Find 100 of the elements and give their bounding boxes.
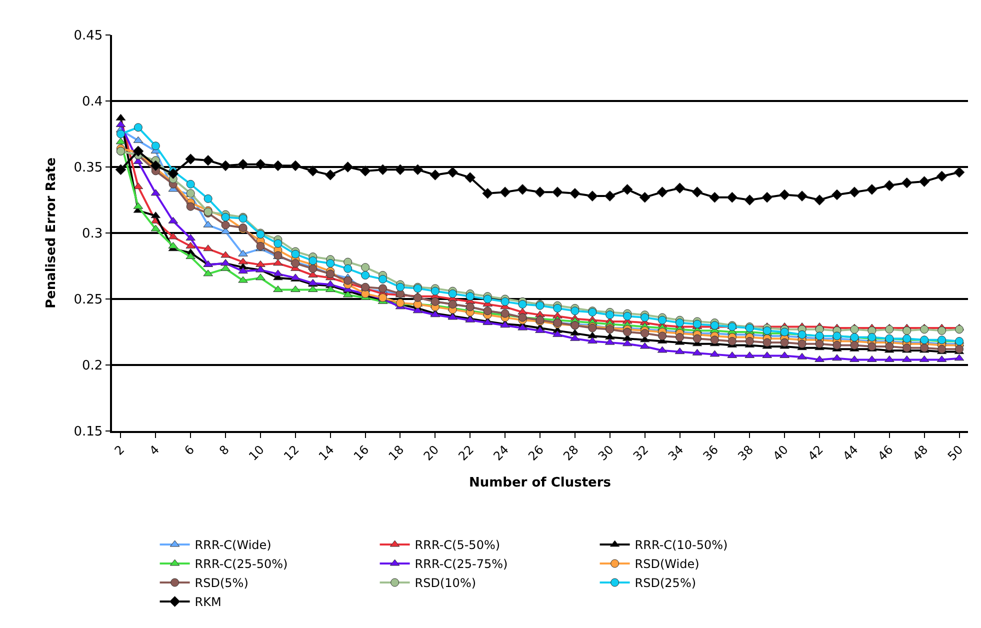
point (884, 180, 895, 191)
point (623, 328, 632, 336)
legend-label: RRR-C(5-50%) (414, 538, 500, 552)
point (780, 352, 790, 358)
point (448, 289, 457, 298)
y-tick-label: 0.25 (74, 292, 103, 308)
point (832, 354, 842, 361)
point (604, 190, 616, 202)
point (605, 338, 615, 345)
point (290, 160, 301, 172)
point (134, 123, 142, 132)
point (552, 186, 563, 198)
point (466, 292, 474, 301)
x-tick-label: 24 (490, 442, 512, 464)
point (920, 344, 929, 352)
point (798, 340, 806, 348)
legend-label: RRR-C(Wide) (194, 538, 272, 552)
point (728, 336, 736, 346)
point (185, 154, 196, 165)
point (256, 242, 265, 250)
point (482, 188, 494, 199)
point (534, 186, 546, 198)
x-tick-label: 18 (386, 442, 407, 464)
point (238, 258, 248, 264)
point (464, 172, 476, 184)
point (850, 355, 860, 362)
legend-label: RSD(25%) (634, 576, 696, 590)
point (238, 250, 248, 256)
point (186, 234, 196, 241)
point (588, 332, 598, 338)
legend-label: RSD(10%) (414, 576, 476, 590)
point (815, 340, 824, 348)
x-axis-title: Number of Clusters (468, 475, 612, 490)
point (779, 189, 790, 200)
point (255, 158, 266, 170)
point (832, 189, 842, 200)
point (674, 182, 686, 194)
point (203, 270, 213, 276)
point (762, 192, 773, 203)
point (656, 186, 668, 198)
point (622, 184, 633, 195)
point (866, 184, 878, 195)
point (274, 239, 282, 248)
point (361, 263, 370, 272)
y-tick-label: 0.15 (74, 424, 103, 440)
x-tick-label: 8 (216, 442, 232, 458)
point (186, 202, 195, 211)
point (920, 325, 929, 334)
point (569, 188, 580, 199)
x-tick-label: 10 (246, 442, 267, 464)
x-tick-label: 32 (630, 442, 652, 464)
point (639, 192, 650, 203)
x-tick-label: 30 (596, 442, 616, 464)
point (518, 300, 527, 309)
point (640, 329, 650, 338)
x-tick-label: 48 (910, 442, 931, 464)
x-tick-label: 6 (182, 442, 197, 458)
point (256, 260, 266, 267)
y-axis-title: Penalised Error Rate (44, 157, 60, 309)
point (220, 251, 230, 258)
point (238, 267, 248, 274)
point (588, 336, 598, 344)
point (186, 242, 196, 248)
point (676, 333, 684, 342)
point (623, 312, 632, 320)
point (938, 326, 946, 335)
point (238, 158, 248, 170)
point (868, 342, 876, 351)
point (918, 176, 930, 187)
point (378, 284, 388, 293)
legend-label: RKM (194, 595, 222, 610)
point (955, 344, 964, 354)
point (273, 270, 283, 276)
point (535, 326, 545, 333)
point (220, 264, 230, 271)
point (762, 352, 772, 358)
point (780, 338, 789, 347)
x-tick-label: 38 (735, 442, 756, 464)
point (518, 324, 528, 330)
point (692, 186, 703, 198)
point (324, 169, 336, 180)
point (483, 294, 492, 304)
point (814, 355, 824, 362)
point (186, 180, 195, 188)
point (238, 276, 248, 283)
point (553, 304, 562, 312)
point (204, 194, 212, 203)
point (116, 130, 125, 138)
point (308, 286, 318, 292)
x-tick-label: 44 (840, 442, 861, 464)
point (151, 142, 160, 150)
point (726, 192, 738, 203)
point (640, 313, 650, 322)
point (692, 334, 702, 343)
legend-label: RRR-C(25-75%) (414, 557, 508, 572)
x-tick-label: 14 (316, 442, 337, 464)
point (307, 166, 318, 176)
point (710, 336, 719, 344)
point (570, 334, 580, 341)
point (272, 160, 284, 172)
